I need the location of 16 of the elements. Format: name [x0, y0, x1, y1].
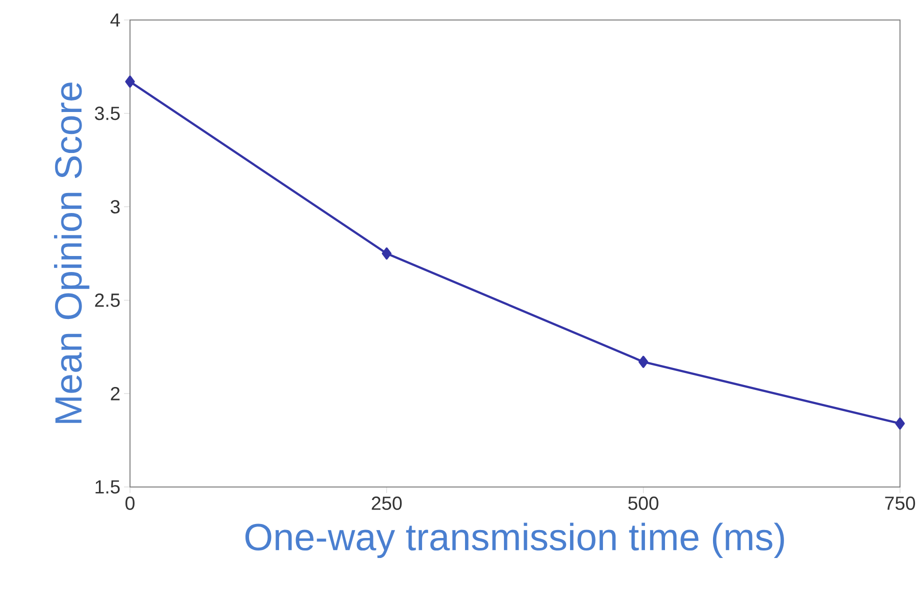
- point: [895, 417, 905, 430]
- x-tick-label: 500: [628, 496, 658, 510]
- y-axis-title: Mean Opinion Score: [54, 82, 90, 423]
- x-axis-title: One-way transmission time (ms): [245, 522, 784, 558]
- y-tick-label: 3: [110, 200, 120, 214]
- x-tick-label: 250: [372, 496, 402, 510]
- point: [382, 247, 392, 260]
- y-tick-label: 2: [110, 386, 120, 400]
- x-tick-label: 0: [125, 496, 135, 510]
- y-tick-label: 2.5: [95, 293, 120, 307]
- y-tick-label: 4: [110, 13, 120, 26]
- x-tick-label: 750: [885, 496, 916, 510]
- y-tick-label: 3.5: [94, 106, 120, 120]
- point: [638, 356, 648, 368]
- y-tick-label: 1.5: [96, 480, 120, 494]
- point: [125, 76, 135, 88]
